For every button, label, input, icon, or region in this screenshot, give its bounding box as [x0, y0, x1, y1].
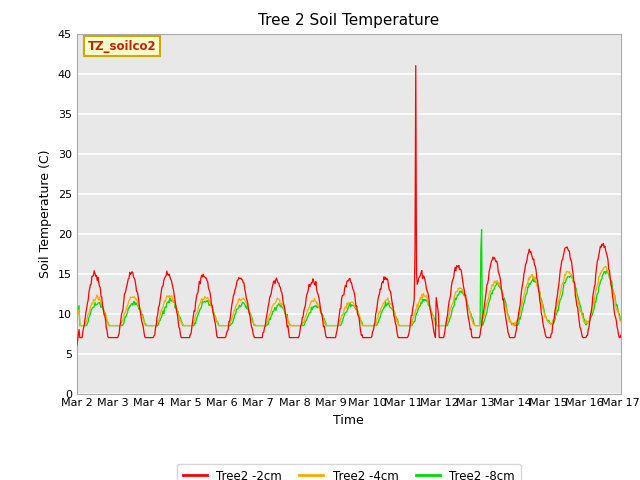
Legend: Tree2 -2cm, Tree2 -4cm, Tree2 -8cm: Tree2 -2cm, Tree2 -4cm, Tree2 -8cm — [177, 464, 520, 480]
Title: Tree 2 Soil Temperature: Tree 2 Soil Temperature — [258, 13, 440, 28]
Text: TZ_soilco2: TZ_soilco2 — [88, 40, 156, 53]
X-axis label: Time: Time — [333, 414, 364, 427]
Y-axis label: Soil Temperature (C): Soil Temperature (C) — [39, 149, 52, 278]
